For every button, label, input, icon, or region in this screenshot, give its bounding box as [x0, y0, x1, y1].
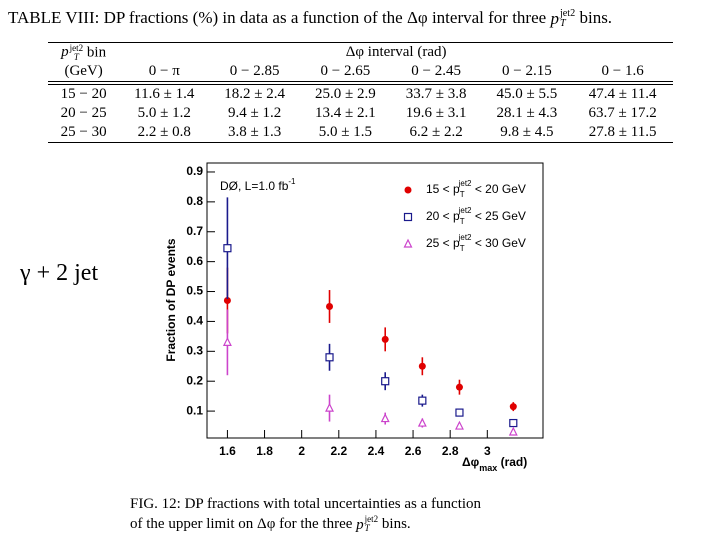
subheader-cell: 0 − 2.45	[390, 62, 482, 85]
table-cell: 11.6 ± 1.4	[134, 86, 195, 102]
legend-text: < 25 GeV	[472, 209, 526, 223]
table-row: 25 − 30 2.2 ± 0.8 3.8 ± 1.3 5.0 ± 1.5 6.2 ± …	[48, 123, 673, 143]
table-cell: 19.6 ± 3.1	[405, 105, 467, 121]
legend-marker	[403, 212, 413, 222]
subheader-cell: (GeV)	[48, 62, 120, 85]
table-cell: 6.2 ± 2.2	[390, 123, 482, 143]
header-cell: p jet2 T bin	[48, 42, 120, 62]
subheader-cell: 0 − π	[119, 62, 210, 85]
y-tick-label: 0.8	[186, 194, 203, 208]
x-tick-label: 1.6	[219, 444, 236, 458]
x-tick-label: 2.8	[442, 444, 459, 458]
x-tick-label: 2	[298, 444, 305, 458]
table-cell: 25 − 30	[48, 123, 120, 143]
caption: FIG. 12: DP fractions with total uncerta…	[130, 496, 482, 533]
legend-text: T	[460, 244, 465, 253]
table-row: 15 − 20 11.6 ± 1.4 18.2 ± 2.4 25.0 ± 2.9 33.…	[48, 83, 673, 104]
legend-text: jet2	[458, 206, 472, 215]
marker	[223, 244, 232, 253]
marker	[418, 396, 427, 405]
x-tick-label: 2.4	[368, 444, 385, 458]
marker	[380, 413, 390, 423]
marker	[223, 297, 231, 304]
table-cell: 25.0 ± 2.9	[315, 86, 376, 102]
marker	[455, 408, 464, 417]
y-tick-label: 0.9	[186, 164, 203, 178]
marker	[381, 377, 390, 386]
y-tick-label: 0.5	[186, 284, 203, 298]
x-tick-label: 2.6	[405, 444, 422, 458]
table-cell: 9.4 ± 1.2	[228, 105, 282, 121]
table-cell: 18.2 ± 2.4	[224, 86, 286, 102]
legend-text: < 20 GeV	[472, 182, 526, 196]
subheader-cell: 0 − 1.6	[572, 62, 673, 85]
table-cell: 63.7 ± 17.2	[588, 105, 657, 121]
table-cell: 9.8 ± 4.5	[481, 123, 573, 143]
marker	[325, 353, 334, 362]
legend-text: 20 < p	[426, 209, 460, 223]
table-cell: 28.1 ± 4.3	[496, 105, 558, 121]
marker	[509, 403, 517, 411]
legend-label: 20 < pTjet2 < 25 GeV	[426, 206, 526, 226]
table-cell: 20 − 25	[60, 105, 107, 121]
marker	[509, 418, 518, 428]
y-axis-label: Fraction of DP events	[164, 238, 178, 361]
table-cell: 47.4 ± 11.4	[588, 86, 657, 102]
table-cell: 45.0 ± 5.5	[496, 86, 558, 102]
legend-label: 15 < pTjet2 < 20 GeV	[426, 179, 526, 199]
legend-text: < 30 GeV	[472, 236, 526, 250]
subheader-cell: 0 − 2.65	[300, 62, 391, 85]
marker	[455, 383, 463, 391]
marker	[417, 417, 427, 427]
annotation: DØ, L=1.0 fb-1	[220, 177, 296, 193]
legend-marker	[404, 186, 412, 194]
y-tick-label: 0.4	[186, 314, 203, 328]
legend-text: jet2	[458, 179, 472, 188]
marker	[418, 362, 426, 370]
legend-text: 25 < p	[426, 236, 460, 250]
table-cell: 2.2 ± 0.8	[119, 123, 210, 143]
legend-text: T	[460, 217, 465, 226]
legend-text: T	[460, 190, 465, 199]
table-cell: 3.8 ± 1.3	[209, 123, 301, 143]
header-cell: Δφ interval (rad)	[119, 42, 673, 62]
legend-label: 25 < pTjet2 < 30 GeV	[426, 233, 526, 253]
table-title: TABLE VIII: DP fractions (%) in data as …	[8, 7, 613, 30]
marker	[381, 335, 389, 343]
legend-text: 15 < p	[426, 182, 460, 196]
marker	[222, 337, 232, 346]
y-tick-label: 0.7	[186, 224, 203, 238]
side-label: γ + 2 jet	[20, 260, 99, 286]
table-cell: 27.8 ± 11.5	[572, 123, 673, 143]
table-cell: 33.7 ± 3.8	[405, 86, 467, 102]
marker	[508, 426, 518, 436]
x-tick-label: 3	[484, 444, 491, 458]
x-axis-label: Δφmax (rad)	[462, 455, 527, 473]
plot-frame	[206, 162, 544, 439]
y-tick-label: 0.6	[186, 254, 203, 268]
marker	[326, 302, 334, 310]
y-tick-label: 0.1	[186, 403, 203, 417]
table-cell: 5.0 ± 1.5	[300, 123, 391, 143]
x-tick-label: 1.8	[256, 444, 273, 458]
table-row: 20 − 25 5.0 ± 1.2 9.4 ± 1.2 13.4 ± 2.1 19.6 …	[48, 104, 673, 123]
y-tick-label: 0.2	[186, 373, 203, 387]
table-cell: 5.0 ± 1.2	[137, 105, 191, 121]
table-cell: 15 − 20	[60, 86, 107, 102]
y-tick-label: 0.3	[186, 343, 203, 357]
subheader-cell: 0 − 2.15	[481, 62, 573, 85]
legend-marker	[403, 238, 413, 248]
table-cell: 13.4 ± 2.1	[315, 105, 376, 121]
subheader-cell: 0 − 2.85	[209, 62, 301, 85]
x-tick-label: 2.2	[330, 444, 347, 458]
marker	[454, 420, 464, 430]
legend-text: jet2	[458, 233, 472, 242]
marker	[325, 402, 334, 412]
